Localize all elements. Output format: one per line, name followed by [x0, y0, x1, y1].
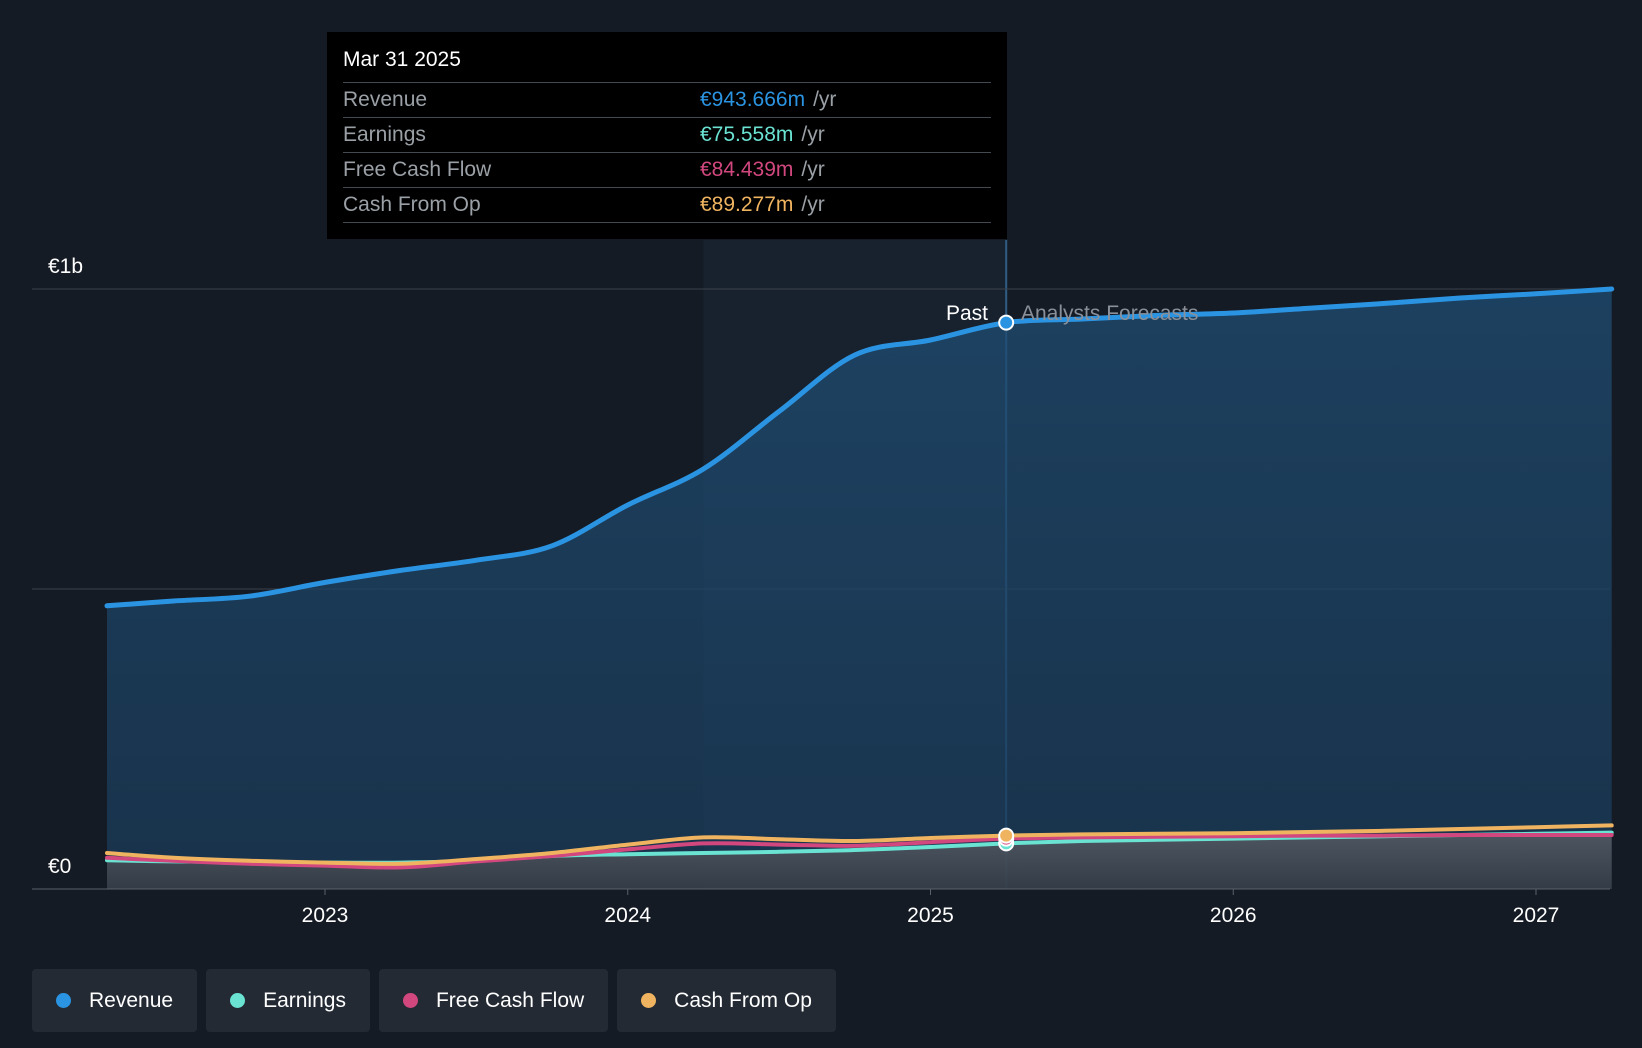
revenue-dot-icon [56, 993, 71, 1008]
tooltip-unit: /yr [801, 193, 825, 216]
tooltip-value: €943.666m [700, 88, 806, 111]
legend-item-free-cash-flow[interactable]: Free Cash Flow [378, 969, 609, 1032]
tooltip-row-free-cash-flow: Free Cash Flow €84.439m /yr [343, 153, 991, 188]
tooltip-label: Revenue [343, 88, 428, 111]
x-tick-label: 2027 [1513, 904, 1560, 927]
legend-item-revenue[interactable]: Revenue [32, 969, 198, 1032]
legend-item-earnings[interactable]: Earnings [206, 969, 370, 1032]
tooltip-row-revenue: Revenue €943.666m /yr [343, 83, 991, 118]
area-layer [107, 289, 1612, 889]
y-tick-label: €0 [48, 855, 71, 878]
tooltip-value: €75.558m [700, 123, 794, 146]
revenue-line [104, 286, 1615, 609]
legend-label: Cash From Op [674, 988, 812, 1012]
tooltip-label: Cash From Op [343, 193, 481, 216]
tooltip-unit: /yr [801, 123, 825, 146]
tooltip-unit: /yr [813, 88, 837, 111]
tooltip-row-earnings: Earnings €75.558m /yr [343, 118, 991, 153]
cash-from-op-marker [998, 827, 1015, 844]
legend-item-cash-from-op[interactable]: Cash From Op [617, 969, 836, 1032]
tooltip-label: Free Cash Flow [343, 158, 492, 181]
cash-from-op-line [105, 823, 1614, 866]
legend-label: Revenue [89, 988, 174, 1012]
y-tick-label: €1b [48, 255, 83, 278]
cash-from-op-dot-icon [641, 993, 657, 1008]
series-layer [104, 286, 1615, 870]
x-tick-label: 2026 [1210, 904, 1257, 927]
axis-layer: 2023 2024 2025 2026 2027 €1b €0 [32, 255, 1610, 927]
revenue-area [107, 289, 1612, 889]
analysts-forecasts-label: Analysts Forecasts [1021, 302, 1198, 325]
tooltip-date: Mar 31 2025 [343, 46, 991, 83]
tooltip-label: Earnings [343, 123, 426, 146]
x-tick-label: 2025 [907, 904, 954, 927]
x-tick-label: 2023 [302, 904, 349, 927]
free-cash-flow-dot-icon [402, 993, 418, 1008]
earnings-dot-icon [230, 993, 246, 1008]
tooltip: Mar 31 2025 Revenue €943.666m /yr Earnin… [327, 32, 1007, 239]
legend: Revenue Earnings Free Cash Flow Cash Fro… [32, 969, 836, 1032]
marker-layer [998, 314, 1015, 852]
tooltip-value: €89.277m [700, 193, 794, 216]
tooltip-row-cash-from-op: Cash From Op €89.277m /yr [343, 188, 991, 223]
earnings-area [107, 832, 1612, 889]
revenue-marker [998, 314, 1015, 331]
x-tick-label: 2024 [604, 904, 651, 927]
free-cash-flow-line [105, 832, 1614, 870]
tooltip-unit: /yr [801, 158, 825, 181]
tooltip-value: €84.439m [700, 158, 794, 181]
past-label: Past [946, 302, 988, 325]
legend-label: Earnings [263, 988, 346, 1012]
legend-label: Free Cash Flow [435, 988, 585, 1012]
